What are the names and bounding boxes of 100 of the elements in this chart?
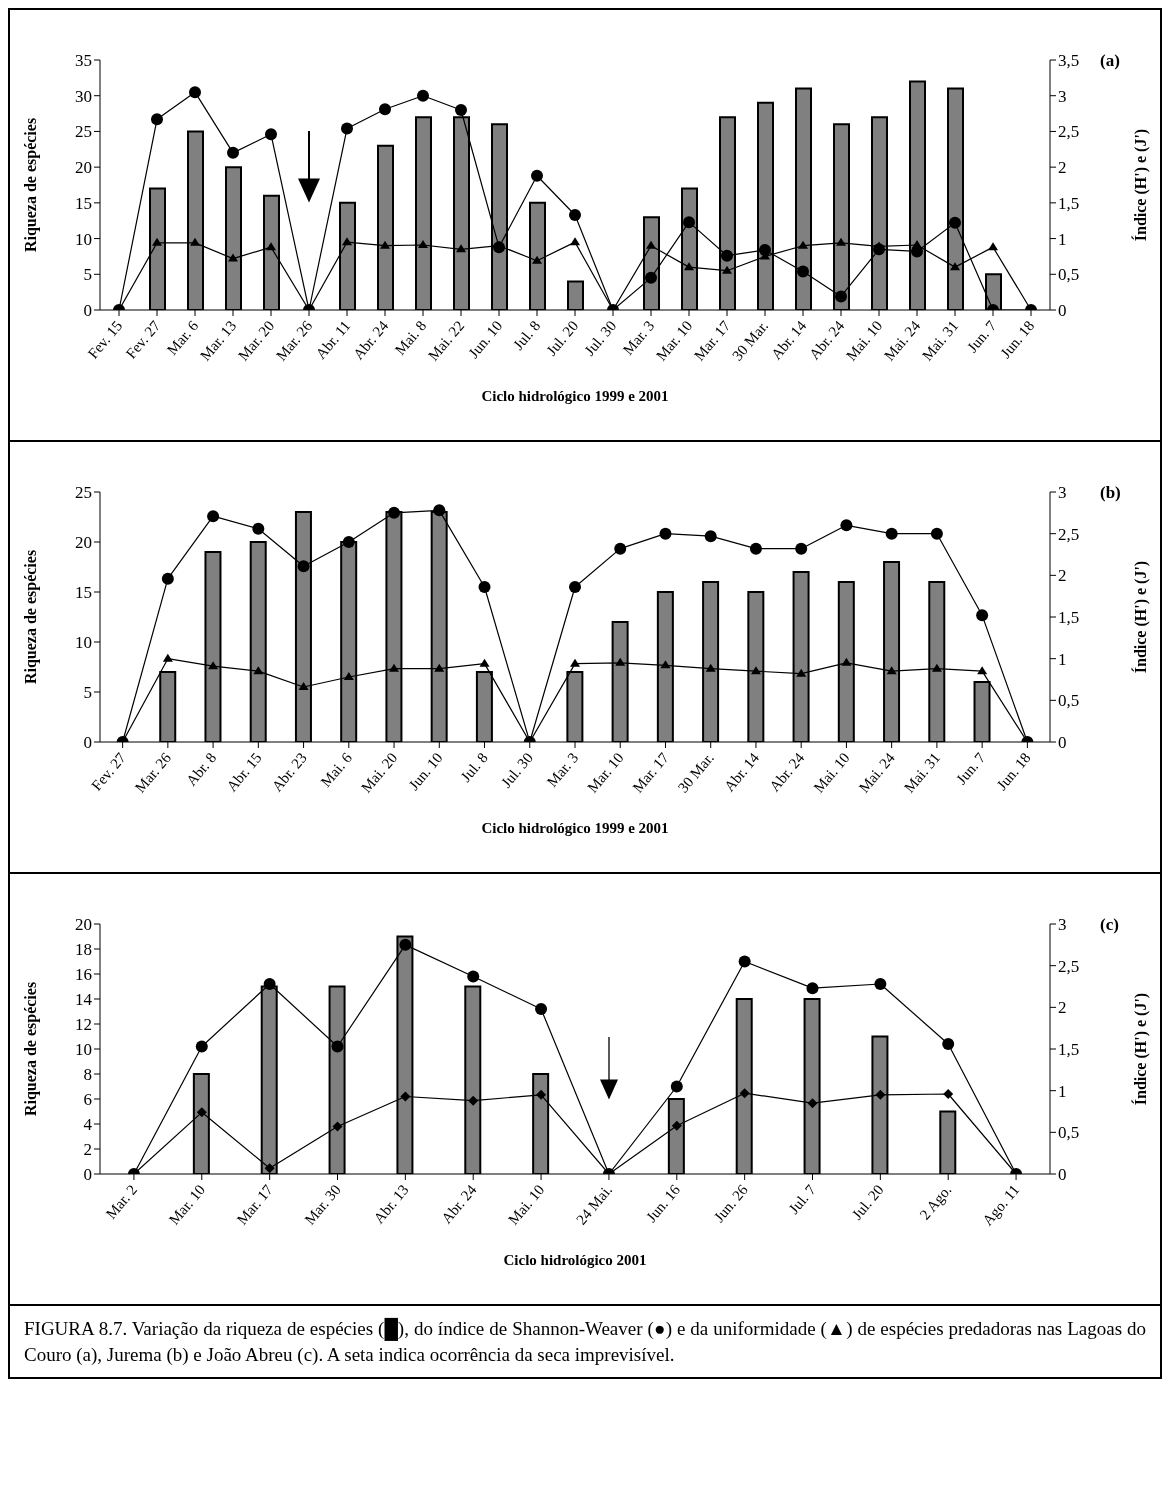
x-tick-label: Mai. 24 — [855, 749, 899, 796]
x-tick-label: Mai. 10 — [810, 749, 853, 796]
x-tick-label: Mai. 22 — [425, 317, 468, 364]
y-tick-label: 20 — [75, 533, 92, 553]
y-tick-label: 10 — [75, 229, 92, 249]
x-tick-label: Mar. 3 — [543, 749, 582, 790]
text: (c) — [1100, 915, 1119, 934]
y2-tick-label: 0 — [1058, 301, 1067, 321]
y-tick-label: 6 — [83, 1090, 92, 1110]
y2-axis-title: Índice (H') e (J') — [1130, 992, 1150, 1106]
x-tick-label: Jun. 18 — [997, 317, 1038, 362]
y2-axis-title: Índice (H') e (J') — [1130, 560, 1150, 674]
text: (a) — [1100, 51, 1120, 70]
y2-tick-label: 2 — [1058, 158, 1067, 178]
x-tick-label: Jun. 18 — [993, 749, 1034, 794]
x-tick-label: Jun. 26 — [710, 1181, 752, 1226]
x-tick-label: Jul. 30 — [581, 317, 620, 359]
y2-tick-label: 1 — [1058, 229, 1067, 249]
y-tick-label: 30 — [75, 86, 92, 106]
x-tick-label: Mai. 31 — [919, 317, 962, 364]
x-tick-label: Jul. 20 — [848, 1181, 887, 1223]
text: (b) — [1100, 483, 1121, 502]
y2-tick-label: 0,5 — [1058, 691, 1080, 711]
y2-tick-label: 2,5 — [1058, 956, 1080, 976]
y-axis-title: Riqueza de espécies — [21, 981, 40, 1117]
y-tick-label: 15 — [75, 193, 92, 213]
x-tick-label: 30 Mar. — [674, 749, 718, 796]
y2-tick-label: 1 — [1058, 649, 1067, 669]
x-tick-label: Jul. 30 — [498, 749, 537, 791]
y-tick-label: 5 — [83, 265, 92, 285]
x-tick-label: Abr. 14 — [721, 749, 763, 795]
x-tick-label: Mar. 2 — [102, 1181, 141, 1222]
y-tick-label: 10 — [75, 1040, 92, 1060]
y-tick-label: 5 — [83, 683, 92, 703]
y2-tick-label: 0,5 — [1058, 1123, 1080, 1143]
y2-tick-label: 2 — [1058, 998, 1067, 1018]
y-tick-label: 25 — [75, 483, 92, 503]
x-tick-label: Jul. 8 — [457, 749, 491, 785]
x-tick-label: Abr. 15 — [223, 749, 265, 795]
y2-tick-label: 0 — [1058, 1165, 1067, 1185]
y-tick-label: 16 — [75, 965, 92, 985]
y-tick-label: 18 — [75, 940, 92, 960]
x-tick-label: Jun. 7 — [964, 317, 1000, 356]
y-tick-label: 15 — [75, 583, 92, 603]
y2-tick-label: 1,5 — [1058, 193, 1080, 213]
y-tick-label: 20 — [75, 158, 92, 178]
y2-tick-label: 1 — [1058, 1081, 1067, 1101]
x-tick-label: Abr. 24 — [766, 749, 808, 795]
x-tick-label: Jul. 8 — [510, 317, 544, 353]
x-tick-label: Mai. 10 — [505, 1181, 548, 1228]
y2-tick-label: 2 — [1058, 566, 1067, 586]
y2-tick-label: 2,5 — [1058, 524, 1080, 544]
x-tick-label: Jun. 10 — [465, 317, 506, 362]
y-tick-label: 4 — [83, 1115, 93, 1135]
x-tick-label: Mai. 6 — [317, 749, 356, 790]
y-axis-title: Riqueza de espécies — [21, 549, 40, 685]
x-tick-label: Jul. 20 — [543, 317, 582, 359]
y-tick-label: 20 — [75, 915, 92, 935]
y2-tick-label: 0 — [1058, 733, 1067, 753]
x-tick-label: Abr. 23 — [268, 749, 310, 795]
y2-tick-label: 2,5 — [1058, 122, 1080, 142]
x-axis-title: Ciclo hidrológico 1999 e 2001 — [480, 388, 670, 405]
y-tick-label: 2 — [83, 1140, 92, 1160]
y-tick-label: 35 — [75, 51, 92, 71]
x-tick-label: Mar. 26 — [131, 749, 175, 796]
y-tick-label: 10 — [75, 633, 92, 653]
y-tick-label: 12 — [75, 1015, 92, 1035]
x-tick-label: Jul. 7 — [785, 1181, 820, 1217]
x-axis-title: Ciclo hidrológico 2001 — [502, 1252, 648, 1269]
y2-tick-label: 3 — [1058, 86, 1067, 106]
x-tick-label: Jun. 7 — [953, 749, 989, 788]
x-tick-label: Abr. 8 — [183, 749, 220, 789]
text: FIGURA 8.7. Variação da riqueza de espécies (█), do índice de Shannon-Weaver (●) e da uniformidade (▲) de espécies predadoras nas Lagoas do Couro (a), Jurema (b) e João Abreu (c). A seta indica ocorrência da seca imprevisível. — [10, 1304, 1160, 1378]
y-tick-label: 8 — [83, 1065, 92, 1085]
y-tick-label: 25 — [75, 122, 92, 142]
y-tick-label: 14 — [75, 990, 93, 1010]
x-tick-label: Ago. 11 — [979, 1181, 1023, 1229]
y2-tick-label: 0,5 — [1058, 265, 1080, 285]
y2-tick-label: 3 — [1058, 483, 1067, 503]
y-tick-label: 0 — [83, 1165, 92, 1185]
x-tick-label: Mai. 20 — [358, 749, 401, 796]
y2-tick-label: 1,5 — [1058, 1040, 1080, 1060]
x-tick-label: Abr. 13 — [370, 1181, 412, 1227]
x-tick-label: Mar. 30 — [301, 1181, 344, 1228]
y2-tick-label: 1,5 — [1058, 608, 1080, 628]
x-tick-label: Mar. 10 — [165, 1181, 209, 1228]
y2-axis-title: Índice (H') e (J') — [1130, 128, 1150, 242]
x-tick-label: Abr. 24 — [438, 1181, 480, 1227]
x-tick-label: 2 Ago. — [916, 1181, 955, 1223]
x-tick-label: Mar. 17 — [233, 1181, 277, 1228]
y-axis-title: Riqueza de espécies — [21, 117, 40, 253]
x-tick-label: Jun. 10 — [405, 749, 446, 794]
x-tick-label: Mai. 31 — [900, 749, 944, 796]
x-tick-label: 24 Mai. — [572, 1181, 616, 1228]
x-axis-title: Ciclo hidrológico 1999 e 2001 — [480, 820, 670, 837]
y2-tick-label: 3 — [1058, 915, 1067, 935]
y2-tick-label: 3,5 — [1058, 51, 1080, 71]
x-tick-label: Mar. 10 — [584, 749, 627, 796]
x-tick-label: Jun. 16 — [642, 1181, 684, 1226]
x-tick-label: Mar. 17 — [629, 749, 673, 796]
